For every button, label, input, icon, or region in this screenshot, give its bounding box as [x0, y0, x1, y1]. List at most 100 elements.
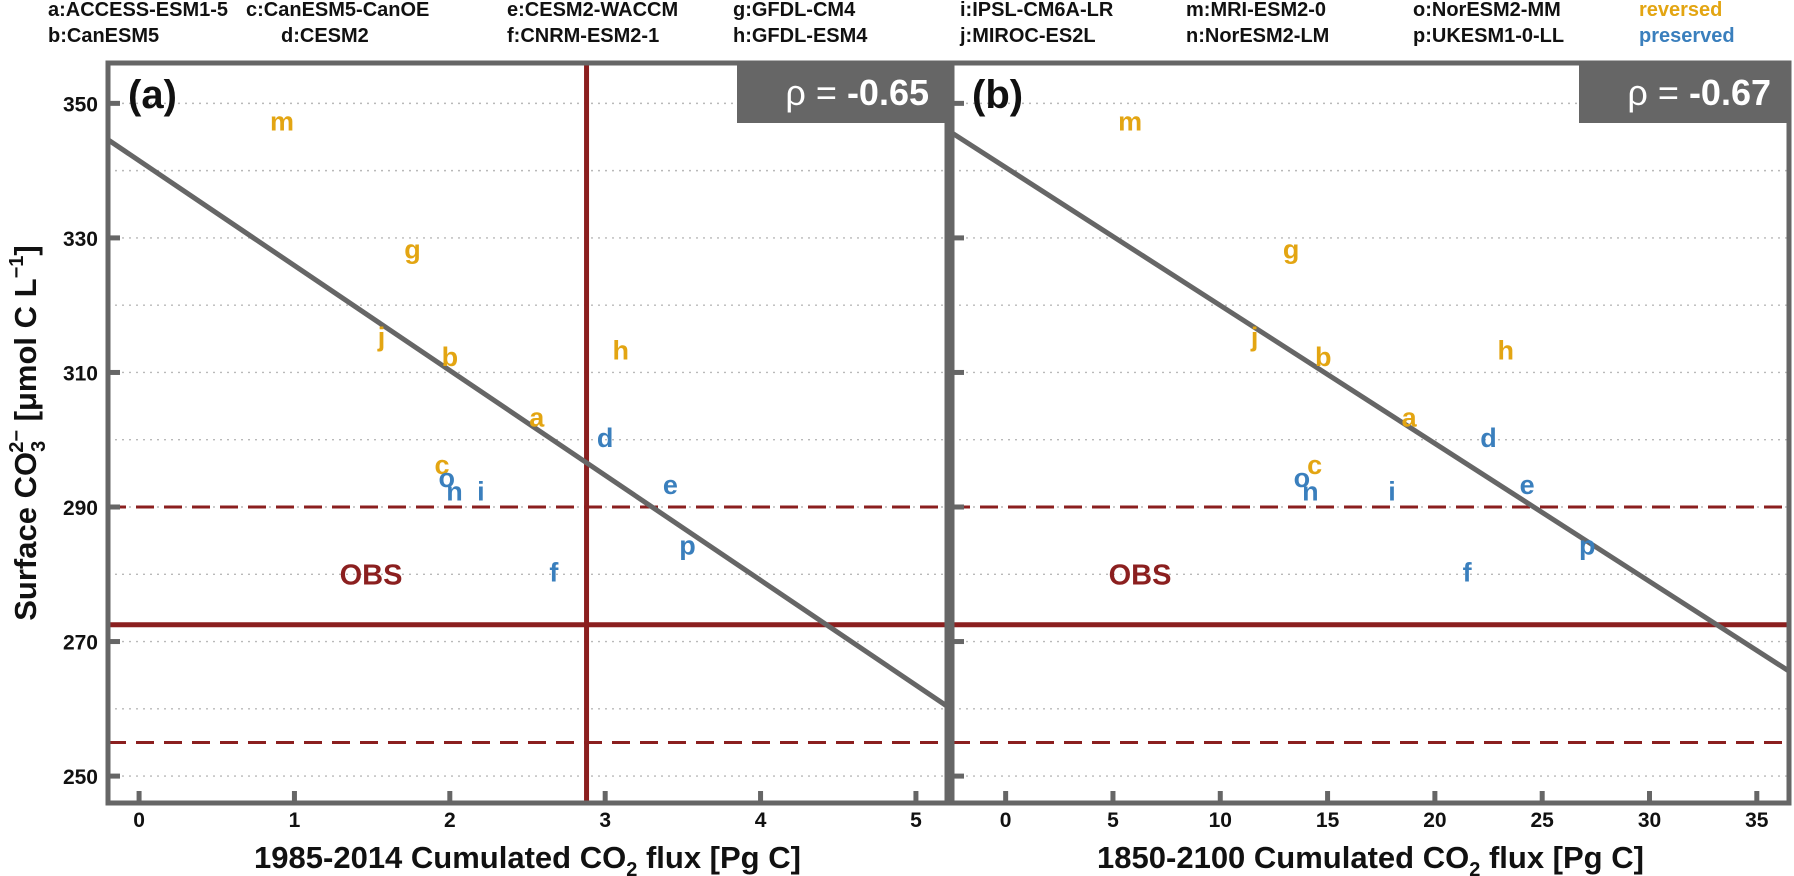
- point-b: b: [1315, 342, 1332, 372]
- panel-a: OBS m g j b h a c d on i ep f ρ = -0.65 (a) 0 1 2 3 4 5 250 27…: [63, 60, 950, 876]
- legend-model-p: p:UKESM1-0-LL: [1413, 25, 1564, 47]
- point-j: j: [377, 322, 386, 352]
- regression-line: [952, 130, 1789, 674]
- x-tick-label-30: 30: [1638, 809, 1661, 832]
- x-label-text: 1985-2014 Cumulated CO: [254, 840, 626, 875]
- point-g: g: [1283, 234, 1300, 264]
- legend-model-h: h:GFDL-ESM4: [733, 25, 868, 47]
- x-tick-label-35: 35: [1745, 809, 1769, 832]
- rho-number: -0.67: [1689, 72, 1771, 113]
- point-g: g: [404, 234, 421, 264]
- legend-model-o: o:NorESM2-MM: [1413, 0, 1561, 21]
- point-p: p: [1579, 530, 1596, 560]
- legend-model-n: n:NorESM2-LM: [1186, 25, 1329, 47]
- x-tick-label-2: 2: [444, 809, 456, 832]
- y-label-close: ]: [8, 245, 43, 255]
- regression-line: [108, 137, 947, 709]
- point-n: n: [1302, 477, 1319, 507]
- point-h: h: [612, 335, 629, 365]
- x-tick-label-4: 4: [755, 809, 767, 832]
- legend-model-j: j:MIROC-ES2L: [959, 25, 1096, 47]
- rho-symbol: ρ =: [1627, 72, 1689, 113]
- legend-model-f: f:CNRM-ESM2-1: [507, 25, 659, 47]
- point-o: o: [1294, 463, 1311, 493]
- x-tick-label-5: 5: [1107, 809, 1119, 832]
- y-axis-label-group: Surface CO32− [μmol C L−1]: [6, 245, 50, 621]
- point-i: i: [477, 477, 485, 507]
- rho-box: [1579, 63, 1789, 123]
- legend-model-d: d:CESM2: [281, 25, 369, 47]
- x-label-suffix: flux [Pg C]: [637, 840, 801, 875]
- plot-frame: [949, 60, 1792, 806]
- point-d: d: [1480, 423, 1497, 453]
- plot-area: OBS m g j b h a c d on i e p f ρ = -0.67 (b): [952, 63, 1789, 777]
- point-e: e: [1520, 470, 1535, 500]
- y-tick-label-310: 310: [63, 362, 98, 385]
- point-n: n: [446, 477, 463, 507]
- point-d: d: [597, 423, 614, 453]
- x-tick-label-3: 3: [599, 809, 611, 832]
- panel-b: OBS m g j b h a c d on i e p f ρ = -0.67 (b) 0 5 10 15 20 25 3…: [949, 60, 1792, 876]
- y-label-main: Surface CO: [8, 452, 43, 621]
- x-label-subscript: 2: [1469, 859, 1480, 876]
- x-tick-label-0: 0: [1000, 809, 1012, 832]
- legend-model-m: m:MRI-ESM2-0: [1186, 0, 1326, 21]
- y-label-subscript: 3: [28, 441, 50, 452]
- x-axis-label: 1850-2100 Cumulated CO2 flux [Pg C]: [1097, 840, 1644, 876]
- panel-label: (a): [128, 73, 177, 117]
- point-m: m: [1118, 107, 1142, 137]
- point-o: o: [438, 463, 455, 493]
- point-p: p: [679, 530, 696, 560]
- legend-model-g: g:GFDL-CM4: [733, 0, 856, 21]
- y-label-units: [μmol C L: [8, 278, 43, 430]
- legend-model-a: a:ACCESS-ESM1-5: [48, 0, 228, 21]
- point-c: c: [1307, 450, 1322, 480]
- rho-value: ρ = -0.67: [1627, 72, 1771, 113]
- point-f: f: [549, 557, 559, 587]
- model-legend: a:ACCESS-ESM1-5 b:CanESM5 c:CanESM5-CanOE d…: [48, 0, 1735, 47]
- rho-value: ρ = -0.65: [785, 72, 929, 113]
- y-tick-label-250: 250: [63, 766, 98, 789]
- legend-model-e: e:CESM2-WACCM: [507, 0, 678, 21]
- x-tick-label-25: 25: [1531, 809, 1555, 832]
- point-b: b: [442, 342, 459, 372]
- y-axis-label: Surface CO32− [μmol C L−1]: [6, 245, 50, 621]
- plot-area: OBS m g j b h a c d on i ep f ρ = -0.65 (a): [108, 63, 947, 803]
- obs-label: OBS: [340, 559, 403, 591]
- point-a: a: [1402, 403, 1418, 433]
- x-tick-label-5: 5: [910, 809, 922, 832]
- point-h: h: [1497, 335, 1514, 365]
- y-tick-label-350: 350: [63, 93, 98, 116]
- y-label-units-superscript: −1: [6, 256, 28, 279]
- point-j: j: [1250, 322, 1259, 352]
- rho-symbol: ρ =: [785, 72, 847, 113]
- legend-model-c: c:CanESM5-CanOE: [246, 0, 429, 21]
- legend-model-i: i:IPSL-CM6A-LR: [960, 0, 1114, 21]
- point-m: m: [270, 107, 294, 137]
- x-tick-label-10: 10: [1209, 809, 1232, 832]
- x-label-text: 1850-2100 Cumulated CO: [1097, 840, 1469, 875]
- obs-label: OBS: [1109, 559, 1172, 591]
- point-f: f: [1463, 557, 1473, 587]
- legend-reversed: reversed: [1639, 0, 1722, 21]
- point-a: a: [529, 403, 545, 433]
- x-axis-label: 1985-2014 Cumulated CO2 flux [Pg C]: [254, 840, 801, 876]
- legend-model-b: b:CanESM5: [48, 25, 159, 47]
- y-tick-label-290: 290: [63, 497, 98, 520]
- point-e: e: [663, 470, 678, 500]
- y-label-superscript: 2−: [6, 430, 28, 453]
- legend-preserved: preserved: [1639, 25, 1735, 47]
- rho-box: [737, 63, 947, 123]
- x-tick-label-1: 1: [289, 809, 301, 832]
- y-tick-label-330: 330: [63, 228, 98, 251]
- point-i: i: [1388, 477, 1396, 507]
- x-tick-label-20: 20: [1423, 809, 1446, 832]
- rho-number: -0.65: [847, 72, 929, 113]
- y-tick-label-270: 270: [63, 632, 98, 655]
- panel-label: (b): [972, 73, 1023, 117]
- point-c: c: [435, 450, 450, 480]
- x-tick-label-15: 15: [1316, 809, 1340, 832]
- plot-frame: [105, 60, 950, 806]
- x-tick-label-0: 0: [133, 809, 145, 832]
